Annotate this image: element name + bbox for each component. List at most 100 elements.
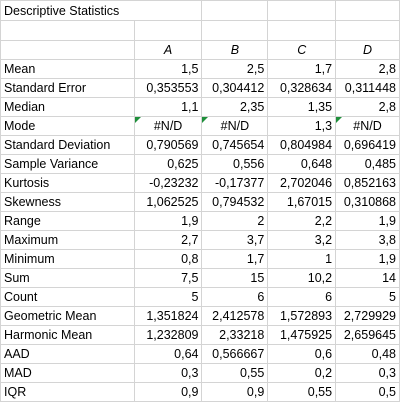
row-label[interactable]: Sum xyxy=(0,268,135,288)
empty-cell[interactable] xyxy=(0,20,135,41)
row-label[interactable]: IQR xyxy=(0,382,135,402)
row-label[interactable]: Count xyxy=(0,287,135,307)
empty-cell[interactable] xyxy=(133,0,203,21)
value-cell[interactable]: 0,55 xyxy=(267,382,337,402)
value-cell[interactable]: 2,7 xyxy=(133,230,203,250)
empty-cell[interactable] xyxy=(201,0,269,21)
value-cell[interactable]: 2,33218 xyxy=(201,325,269,345)
value-cell[interactable]: #N/D xyxy=(335,116,400,136)
row-label[interactable]: Range xyxy=(0,211,135,231)
empty-cell[interactable] xyxy=(267,0,337,21)
value-cell[interactable]: 0,648 xyxy=(267,154,337,174)
value-cell[interactable]: 6 xyxy=(267,287,337,307)
row-label[interactable]: Maximum xyxy=(0,230,135,250)
value-cell[interactable]: 0,5 xyxy=(335,382,400,402)
row-label[interactable]: Harmonic Mean xyxy=(0,325,135,345)
value-cell[interactable]: 3,2 xyxy=(267,230,337,250)
row-label[interactable]: Median xyxy=(0,97,135,117)
value-cell[interactable]: 0,2 xyxy=(267,363,337,383)
value-cell[interactable]: 1,9 xyxy=(335,249,400,269)
empty-cell[interactable] xyxy=(335,20,400,41)
value-cell[interactable]: 1,062525 xyxy=(133,192,203,212)
value-cell[interactable]: 1,232809 xyxy=(133,325,203,345)
value-cell[interactable]: 2 xyxy=(201,211,269,231)
empty-cell[interactable] xyxy=(0,40,135,60)
value-cell[interactable]: 0,8 xyxy=(133,249,203,269)
row-label[interactable]: AAD xyxy=(0,344,135,364)
value-cell[interactable]: 1,35 xyxy=(267,97,337,117)
row-label[interactable]: Mode xyxy=(0,116,135,136)
row-label[interactable]: Skewness xyxy=(0,192,135,212)
value-cell[interactable]: 0,64 xyxy=(133,344,203,364)
value-cell[interactable]: 3,7 xyxy=(201,230,269,250)
value-cell[interactable]: 2,8 xyxy=(335,59,400,79)
row-label[interactable]: Kurtosis xyxy=(0,173,135,193)
empty-cell[interactable] xyxy=(267,20,337,41)
value-cell[interactable]: 0,485 xyxy=(335,154,400,174)
row-label[interactable]: Minimum xyxy=(0,249,135,269)
value-cell[interactable]: 2,35 xyxy=(201,97,269,117)
value-cell[interactable]: 5 xyxy=(335,287,400,307)
value-cell[interactable]: 15 xyxy=(201,268,269,288)
value-cell[interactable]: #N/D xyxy=(133,116,203,136)
value-cell[interactable]: 5 xyxy=(133,287,203,307)
value-cell[interactable]: 0,48 xyxy=(335,344,400,364)
column-header-d[interactable]: D xyxy=(335,40,400,60)
row-label[interactable]: MAD xyxy=(0,363,135,383)
value-cell[interactable]: 1,5 xyxy=(133,59,203,79)
value-cell[interactable]: -0,17377 xyxy=(201,173,269,193)
value-cell[interactable]: 0,310868 xyxy=(335,192,400,212)
column-header-a[interactable]: A xyxy=(133,40,203,60)
value-cell[interactable]: 1,9 xyxy=(133,211,203,231)
value-cell[interactable]: 14 xyxy=(335,268,400,288)
value-cell[interactable]: 1,572893 xyxy=(267,306,337,326)
value-cell[interactable]: 0,9 xyxy=(201,382,269,402)
empty-cell[interactable] xyxy=(133,20,203,41)
row-label[interactable]: Sample Variance xyxy=(0,154,135,174)
value-cell[interactable]: 0,804984 xyxy=(267,135,337,155)
sheet-title[interactable]: Descriptive Statistics xyxy=(0,0,135,21)
value-cell[interactable]: 0,304412 xyxy=(201,78,269,98)
empty-cell[interactable] xyxy=(335,0,400,21)
value-cell[interactable]: 2,702046 xyxy=(267,173,337,193)
value-cell[interactable]: 3,8 xyxy=(335,230,400,250)
value-cell[interactable]: 1,9 xyxy=(335,211,400,231)
value-cell[interactable]: 1,7 xyxy=(201,249,269,269)
value-cell[interactable]: 2,412578 xyxy=(201,306,269,326)
value-cell[interactable]: 0,353553 xyxy=(133,78,203,98)
empty-cell[interactable] xyxy=(201,20,269,41)
value-cell[interactable]: 0,696419 xyxy=(335,135,400,155)
row-label[interactable]: Standard Deviation xyxy=(0,135,135,155)
value-cell[interactable]: 1,3 xyxy=(267,116,337,136)
value-cell[interactable]: 2,8 xyxy=(335,97,400,117)
value-cell[interactable]: 0,311448 xyxy=(335,78,400,98)
value-cell[interactable]: 0,9 xyxy=(133,382,203,402)
value-cell[interactable]: 1,351824 xyxy=(133,306,203,326)
value-cell[interactable]: 2,5 xyxy=(201,59,269,79)
value-cell[interactable]: 1,67015 xyxy=(267,192,337,212)
value-cell[interactable]: #N/D xyxy=(201,116,269,136)
value-cell[interactable]: 0,3 xyxy=(133,363,203,383)
value-cell[interactable]: 0,3 xyxy=(335,363,400,383)
value-cell[interactable]: 0,328634 xyxy=(267,78,337,98)
row-label[interactable]: Geometric Mean xyxy=(0,306,135,326)
value-cell[interactable]: 2,729929 xyxy=(335,306,400,326)
value-cell[interactable]: 1,1 xyxy=(133,97,203,117)
row-label[interactable]: Mean xyxy=(0,59,135,79)
value-cell[interactable]: 0,790569 xyxy=(133,135,203,155)
value-cell[interactable]: 6 xyxy=(201,287,269,307)
value-cell[interactable]: 10,2 xyxy=(267,268,337,288)
column-header-c[interactable]: C xyxy=(267,40,337,60)
value-cell[interactable]: 1,475925 xyxy=(267,325,337,345)
value-cell[interactable]: 0,6 xyxy=(267,344,337,364)
value-cell[interactable]: 7,5 xyxy=(133,268,203,288)
column-header-b[interactable]: B xyxy=(201,40,269,60)
value-cell[interactable]: 2,659645 xyxy=(335,325,400,345)
value-cell[interactable]: 1 xyxy=(267,249,337,269)
value-cell[interactable]: 0,625 xyxy=(133,154,203,174)
value-cell[interactable]: 0,55 xyxy=(201,363,269,383)
value-cell[interactable]: 1,7 xyxy=(267,59,337,79)
value-cell[interactable]: 0,852163 xyxy=(335,173,400,193)
value-cell[interactable]: -0,23232 xyxy=(133,173,203,193)
value-cell[interactable]: 0,556 xyxy=(201,154,269,174)
